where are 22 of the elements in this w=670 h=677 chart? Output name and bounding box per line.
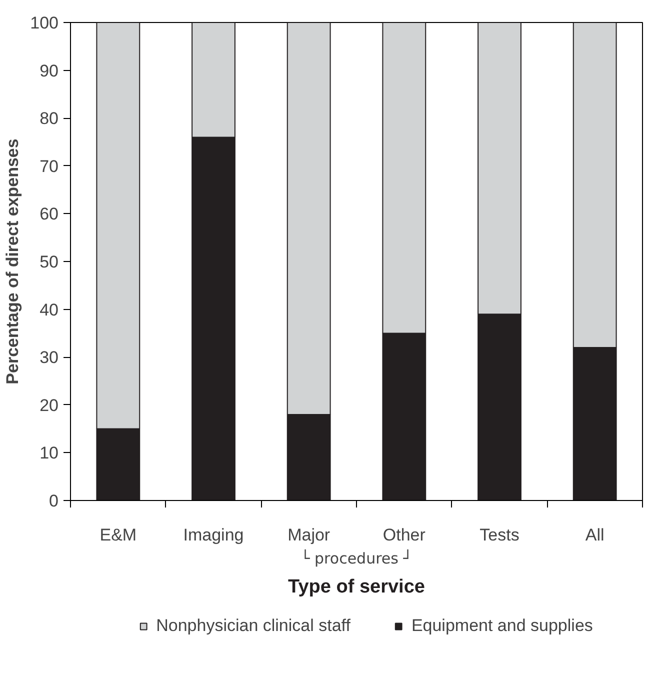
y-tick-label: 80	[40, 109, 59, 128]
x-tick-label: E&M	[100, 526, 137, 544]
y-tick-label: 30	[40, 348, 59, 368]
y-tick-label: 60	[40, 204, 59, 224]
x-tick-label: Major	[288, 526, 330, 544]
y-axis-title: Percentage of direct expenses	[3, 138, 22, 384]
text: └ procedures ┘	[300, 548, 412, 568]
y-tick-label: 10	[40, 444, 59, 463]
y-tick-label: 40	[40, 300, 59, 320]
x-tick-label: Imaging	[183, 526, 244, 544]
legend-label: Nonphysician clinical staff	[156, 616, 350, 636]
x-axis-title: Type of service	[288, 576, 425, 598]
y-tick-label: 70	[40, 156, 59, 176]
x-tick-label: Other	[382, 526, 426, 544]
y-tick-label: 90	[40, 61, 59, 80]
y-tick-label: 20	[40, 396, 59, 415]
x-tick-label: Tests	[480, 526, 520, 544]
y-tick-label: 50	[40, 252, 59, 272]
x-tick-label: All	[585, 526, 604, 544]
legend-label: Equipment and supplies	[411, 616, 593, 636]
y-tick-label: 100	[30, 14, 59, 32]
y-tick-label: 0	[49, 492, 59, 510]
